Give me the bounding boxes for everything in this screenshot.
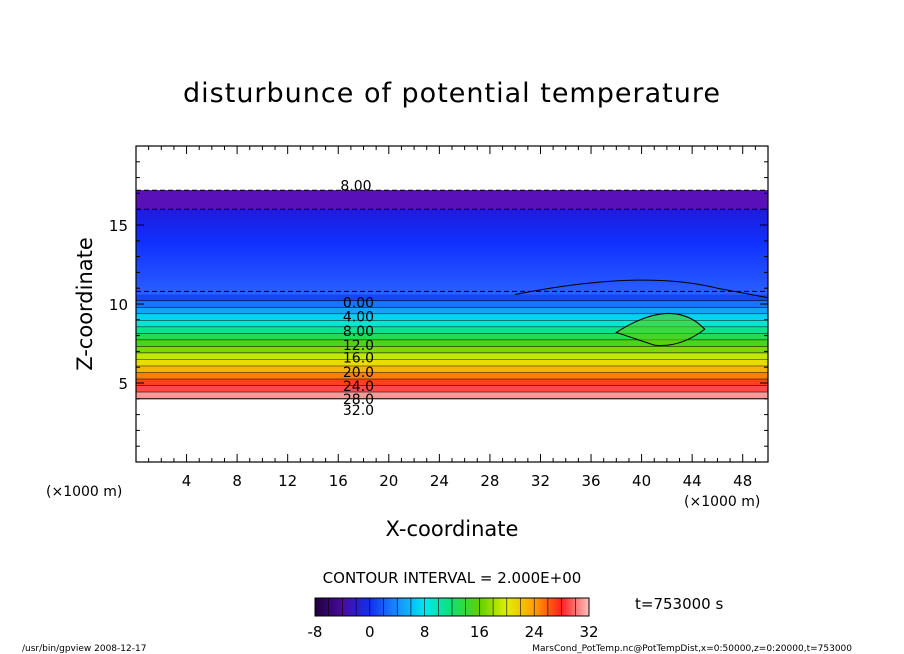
y-tick-label: 15 (109, 217, 128, 235)
colorbar-tick-label: -8 (308, 623, 323, 641)
contour-band (136, 392, 768, 400)
x-tick-label: 16 (329, 472, 348, 490)
footer-left: /usr/bin/gpview 2008-12-17 (22, 644, 146, 654)
contour-value-label: 32.0 (343, 403, 374, 419)
contour-value-label: 24.0 (343, 379, 374, 395)
x-unit-left: (×1000 m) (46, 484, 122, 500)
contour-value-label: 0.00 (343, 295, 374, 311)
contour-band (136, 320, 768, 328)
contour-value-label: 4.00 (343, 310, 374, 326)
perturbation-bulge (615, 312, 706, 347)
contour-value-label: 28.0 (343, 392, 374, 408)
x-axis-label: X-coordinate (386, 517, 519, 541)
contour-line (515, 279, 769, 299)
colorbar-tick-label: 32 (579, 623, 598, 641)
chart-title: disturbunce of potential temperature (183, 78, 721, 109)
y-axis: 5 10 15 (109, 145, 768, 463)
x-tick-label: 48 (733, 472, 752, 490)
colorbar-tick-label: 0 (365, 623, 375, 641)
layer-purple (136, 190, 768, 210)
x-tick-label: 40 (632, 472, 651, 490)
contour-band (136, 340, 768, 348)
x-tick-label: 28 (480, 472, 499, 490)
contour-interval-label: CONTOUR INTERVAL = 2.000E+00 (323, 569, 582, 587)
x-tick-label: 4 (182, 472, 192, 490)
contour-band (136, 333, 768, 341)
colorbar: -8 0 8 16 24 32 (308, 597, 599, 641)
contour-band (136, 385, 768, 393)
contour-value-label: 16.0 (343, 351, 374, 367)
y-axis-label: Z-coordinate (73, 237, 97, 371)
contour-band (136, 301, 768, 309)
footer-right: MarsCond_PotTemp.nc@PotTempDist,x=0:5000… (532, 644, 852, 654)
time-label: t=753000 s (635, 595, 723, 613)
y-tick-label: 5 (118, 375, 128, 393)
x-tick-label: 36 (581, 472, 600, 490)
x-unit-right: (×1000 m) (684, 494, 760, 510)
x-tick-label: 8 (232, 472, 242, 490)
colorbar-tick-label: 24 (525, 623, 544, 641)
contour-band (136, 366, 768, 374)
x-tick-label: 44 (683, 472, 702, 490)
contour-band (136, 307, 768, 315)
y-tick-label: 10 (109, 296, 128, 314)
colorbar-tick-label: 8 (420, 623, 430, 641)
contour-value-label: 20.0 (343, 365, 374, 381)
x-tick-label: 12 (278, 472, 297, 490)
x-tick-label: 32 (531, 472, 550, 490)
contour-band (136, 346, 768, 354)
contour-band (136, 294, 768, 302)
colorbar-tick-label: 16 (470, 623, 489, 641)
contour-value-label: 8.00 (343, 324, 374, 340)
x-axis: 4 8 12 16 20 24 28 32 36 40 44 48 (135, 146, 769, 490)
x-tick-label: 24 (430, 472, 449, 490)
x-tick-label: 20 (379, 472, 398, 490)
contour-band (136, 314, 768, 322)
contour-band (136, 327, 768, 335)
contour-value-label: 12.0 (343, 338, 374, 354)
contour-band (136, 372, 768, 380)
contour-band (136, 359, 768, 367)
contour-value-label: 8.00 (340, 179, 371, 195)
contour-band (136, 379, 768, 387)
contour-band (136, 353, 768, 361)
